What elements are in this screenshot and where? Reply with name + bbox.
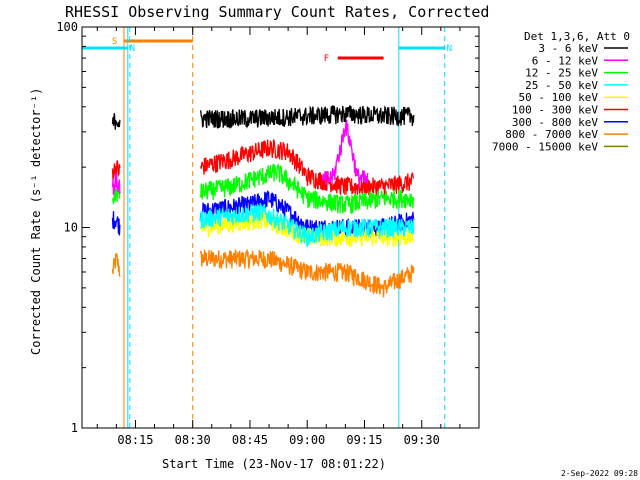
flag-label: N (130, 44, 135, 54)
legend-label: 50 - 100 keV (519, 91, 599, 104)
flag-F-3: F (324, 54, 384, 64)
series-trace (199, 105, 415, 129)
series-trace (111, 211, 121, 236)
chart-title: RHESSI Observing Summary Count Rates, Co… (65, 3, 489, 21)
series-trace (199, 210, 415, 248)
legend-label: 300 - 800 keV (512, 116, 598, 129)
y-axis-label: Corrected Count Rate (s⁻¹ detector⁻¹) (29, 88, 43, 355)
legend-entry: 3 - 6 keV (538, 42, 628, 55)
series-trace (199, 190, 415, 240)
legend-label: 800 - 7000 keV (505, 128, 598, 141)
series-trace (199, 248, 415, 298)
legend-entry: 800 - 7000 keV (505, 128, 628, 141)
series-trace (321, 119, 369, 188)
series-trace (111, 253, 121, 277)
legend-entry: 7000 - 15000 keV (492, 140, 628, 153)
x-tick-label: 08:15 (117, 433, 153, 447)
series-800-7000keV (111, 248, 415, 298)
legend-label: 6 - 12 keV (532, 54, 599, 67)
series-25-50keV (199, 203, 415, 247)
series-trace (111, 113, 121, 130)
plot-area: S N N F (82, 27, 452, 428)
y-tick-label: 100 (56, 20, 78, 34)
series-3-6keV (111, 105, 415, 130)
flag-N-2: N (398, 27, 452, 428)
legend-label: 25 - 50 keV (525, 79, 598, 92)
x-axis: 08:15 08:30 08:45 09:00 09:15 09:30 (96, 27, 480, 447)
flag-label: F (324, 54, 329, 64)
x-tick-label: 09:30 (404, 433, 440, 447)
legend-entry: 6 - 12 keV (532, 54, 628, 67)
legend-entry: 100 - 300 keV (512, 104, 628, 117)
x-tick-label: 08:30 (175, 433, 211, 447)
x-axis-label: Start Time (23-Nov-17 08:01:22) (162, 457, 386, 471)
flag-label: S (112, 37, 117, 47)
y-tick-label: 10 (64, 221, 78, 235)
footer-date: 2-Sep-2022 09:28 (561, 469, 638, 478)
flag-S-0: S (112, 27, 194, 428)
legend-label: 100 - 300 keV (512, 104, 598, 117)
flag-label: N (447, 44, 452, 54)
legend-entry: 300 - 800 keV (512, 116, 628, 129)
legend-entry: 12 - 25 keV (525, 67, 628, 80)
x-tick-label: 09:15 (346, 433, 382, 447)
series-50-100keV (199, 210, 415, 248)
legend-entry: 50 - 100 keV (519, 91, 628, 104)
y-axis: 1 10 100 (56, 20, 479, 435)
legend-label: 3 - 6 keV (538, 42, 598, 55)
legend-label: 7000 - 15000 keV (492, 140, 598, 153)
flag-N-1: N (82, 27, 135, 428)
legend-entry: 25 - 50 keV (525, 79, 628, 92)
y-tick-label: 1 (71, 421, 78, 435)
series-6-12keV (111, 119, 369, 195)
legend-label: 12 - 25 keV (525, 67, 598, 80)
legend-header: Det 1,3,6, Att 0 (524, 30, 630, 43)
series-trace (199, 203, 415, 247)
x-tick-label: 08:45 (232, 433, 268, 447)
series-300-800keV (111, 190, 415, 240)
x-tick-label: 09:00 (289, 433, 325, 447)
series-trace (199, 163, 415, 214)
series-trace (111, 172, 121, 195)
